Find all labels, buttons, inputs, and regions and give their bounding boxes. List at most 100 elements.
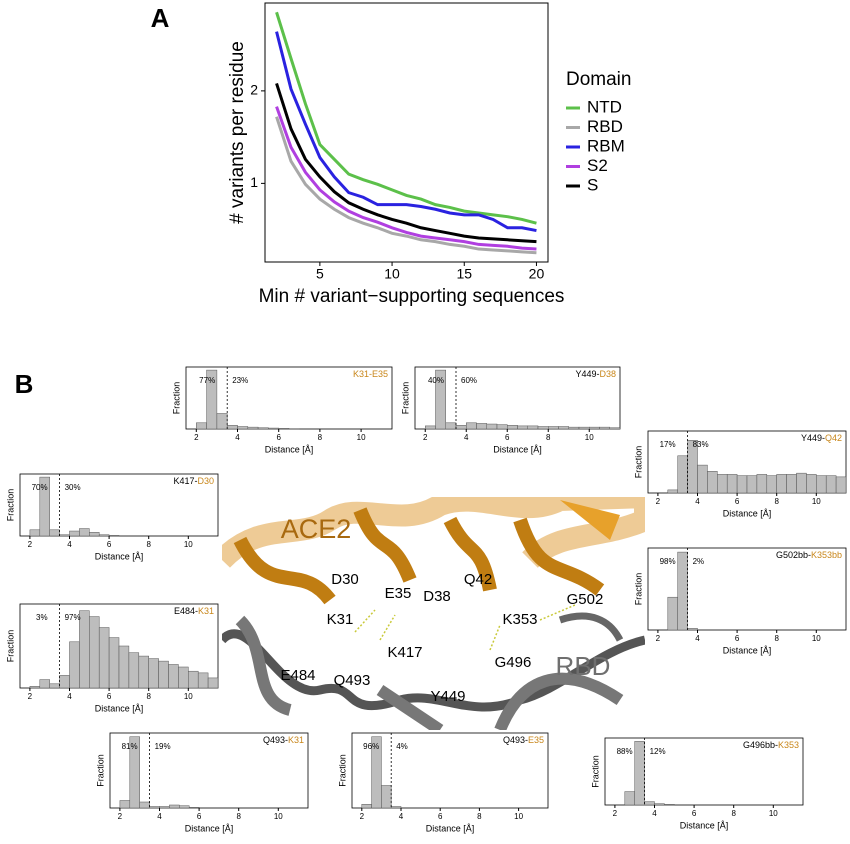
bar: [835, 476, 847, 494]
bar: [786, 474, 797, 494]
bar: [178, 666, 189, 689]
protein-label: ACE2: [281, 514, 352, 544]
percent-label: 97%: [65, 613, 81, 622]
bar: [138, 655, 149, 689]
bar: [677, 551, 688, 631]
hist-title: G496bb-K353: [743, 740, 799, 750]
x-tick-label: 4: [464, 433, 469, 442]
bar: [278, 428, 290, 430]
y-axis-label: Fraction: [633, 573, 643, 606]
title-part: G502bb-: [776, 550, 811, 560]
y-axis-label: Fraction: [5, 489, 15, 522]
y-tick-label: 2: [250, 82, 258, 98]
x-axis-label: Distance [Å]: [493, 444, 542, 454]
bar: [825, 475, 837, 494]
x-axis-label: Distance [Å]: [95, 551, 144, 561]
residue-label: G496: [495, 654, 532, 671]
hist-title: E484-K31: [174, 606, 214, 616]
bar: [736, 475, 748, 494]
bar: [188, 807, 200, 809]
bar: [179, 805, 190, 809]
plot-frame: [109, 732, 309, 809]
bar: [197, 672, 209, 689]
bar: [108, 637, 120, 689]
bar: [98, 534, 110, 537]
bar: [49, 683, 60, 689]
x-tick-label: 8: [477, 812, 482, 821]
x-tick-label: 6: [505, 433, 510, 442]
x-tick-label: 2: [28, 692, 33, 701]
percent-label: 81%: [122, 742, 138, 751]
x-tick-label: 4: [157, 812, 162, 821]
title-part: Q493-: [263, 735, 288, 745]
percent-label: 60%: [461, 376, 477, 385]
protein-label: RBD: [556, 651, 611, 681]
x-tick-label: 2: [28, 540, 33, 549]
x-axis-label: Distance [Å]: [680, 820, 729, 830]
bar: [69, 641, 80, 689]
bar: [486, 423, 498, 430]
bar: [257, 427, 269, 430]
percent-label: 98%: [660, 557, 676, 566]
x-tick-label: 4: [235, 433, 240, 442]
bar: [634, 741, 645, 806]
x-tick-label: 8: [318, 433, 323, 442]
x-tick-label: 10: [585, 433, 594, 442]
y-axis-label: Fraction: [400, 382, 410, 415]
percent-label: 19%: [155, 742, 171, 751]
bar: [558, 426, 569, 430]
bar: [707, 471, 718, 494]
bar: [237, 426, 249, 430]
bar: [108, 535, 120, 537]
x-tick-label: 8: [146, 540, 151, 549]
bar: [188, 670, 199, 689]
structure-image: ACE2 RBD: [222, 497, 645, 730]
x-tick-label: 8: [236, 812, 241, 821]
bar: [667, 596, 678, 631]
residue-label: K31: [327, 611, 354, 628]
line-series: [275, 116, 537, 255]
bar: [816, 475, 827, 494]
bar: [79, 528, 90, 537]
bar: [196, 422, 207, 430]
x-tick-label: 2: [613, 809, 618, 818]
y-axis-label: # variants per residue: [227, 41, 248, 224]
percent-label: 70%: [32, 483, 48, 492]
residue-label: E484: [280, 667, 315, 684]
bar: [776, 474, 787, 494]
bar: [148, 658, 159, 689]
bar: [568, 426, 580, 430]
y-axis-label: Fraction: [171, 382, 181, 415]
bar: [746, 475, 758, 494]
x-tick-label: 4: [695, 497, 700, 506]
residue-label: E35: [385, 585, 412, 602]
residue-label: K417: [387, 644, 422, 661]
x-tick-label: 4: [67, 540, 72, 549]
hist-title: K31-E35: [353, 369, 388, 379]
bar: [578, 426, 590, 430]
y-axis-label: Fraction: [337, 754, 347, 787]
panel-label: A: [151, 3, 170, 33]
hist-title: Y449-D38: [575, 369, 616, 379]
line-series: [275, 11, 537, 225]
x-tick-label: 8: [731, 809, 736, 818]
bar: [118, 645, 130, 689]
title-part: E35: [528, 735, 544, 745]
bar: [806, 474, 817, 494]
x-tick-label: 6: [107, 692, 112, 701]
x-tick-label: 10: [812, 634, 821, 643]
percent-label: 77%: [199, 376, 215, 385]
bar: [644, 801, 655, 806]
bar: [425, 425, 436, 430]
hist-title: G502bb-K353bb: [776, 550, 842, 560]
hist-title: K417-D30: [173, 476, 214, 486]
x-tick-label: 5: [316, 266, 324, 282]
bar: [216, 413, 228, 430]
bar: [371, 736, 382, 809]
y-tick-label: 1: [250, 174, 258, 190]
title-part: K353: [778, 740, 799, 750]
x-tick-label: 8: [774, 497, 779, 506]
title-part: D30: [197, 476, 214, 486]
x-tick-label: 8: [546, 433, 551, 442]
